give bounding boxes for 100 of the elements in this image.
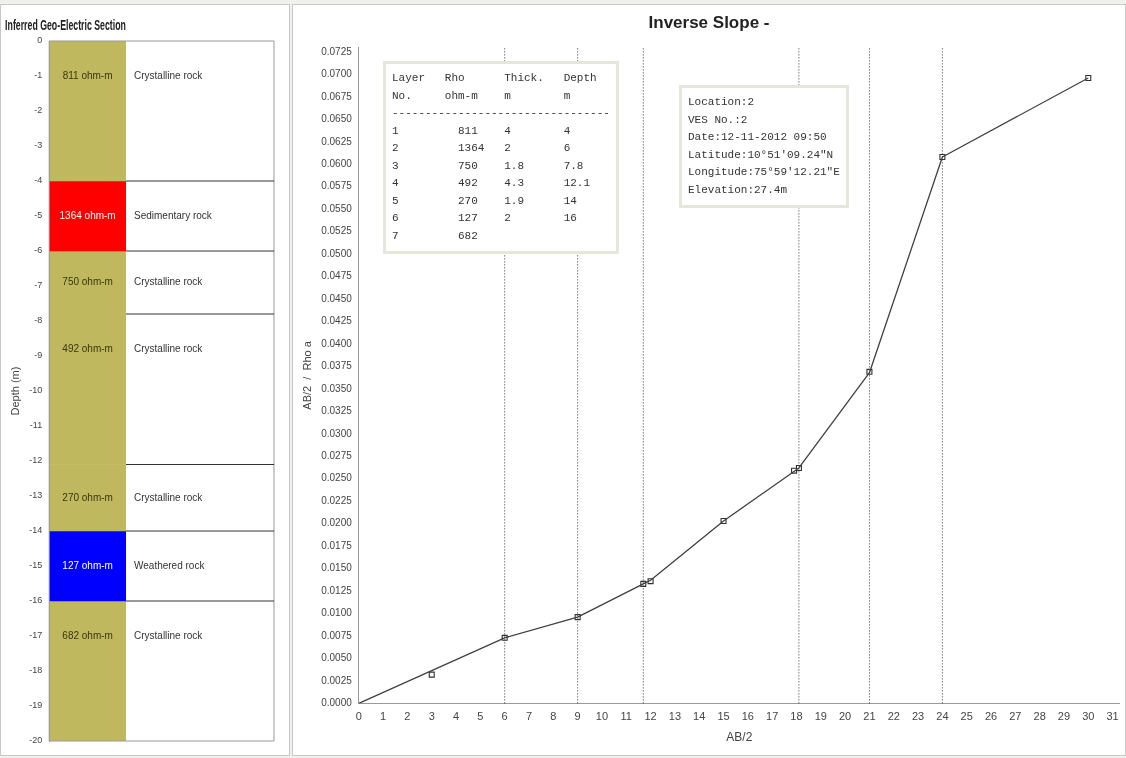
x-tick-label: 11 (620, 710, 632, 723)
y-tick-label: 0.0425 (321, 315, 353, 327)
y-tick-label: 0.0025 (321, 674, 353, 686)
annotation: Location:2 VES No.:2 Date:12-11-2012 09:50 Latitude:10°51'09.24"N Longitude:75°59'12.21"E Elevation:27.4m (679, 85, 849, 208)
y-tick-label: -16 (29, 595, 43, 606)
bar (49, 180, 126, 252)
x-tick-label: 2 (404, 710, 411, 723)
point (939, 154, 946, 161)
x-tick-label: 15 (717, 710, 730, 723)
y-tick-label: -7 (34, 280, 43, 291)
y-tick-label: 0.0325 (321, 405, 353, 417)
chart-title: Inverse Slope - (648, 12, 770, 32)
x-tick-label: 29 (1057, 710, 1071, 723)
x-tick-label: 6 (501, 710, 508, 723)
y-tick-label: 0.0100 (321, 607, 353, 619)
y-tick-label: -10 (29, 385, 43, 396)
y-tick-label: -15 (29, 560, 43, 571)
text: Layer Rho Thick. Depth No. ohm-m m m --------------------------------- 1 811 4 4 2 1364 2 6 3 750 1.8 7.8 4 492 4.3 12.1 5 270 1.9 14 6 127 2 16 7 682 (392, 72, 610, 242)
y-tick-label: 0.0575 (321, 180, 353, 192)
y-tick-label: 0.0525 (321, 225, 353, 237)
x-tick-label: 31 (1106, 710, 1119, 723)
y-tick-label: 0.0250 (321, 472, 353, 484)
bar (49, 600, 126, 741)
point (647, 578, 654, 585)
y-tick-label: 0.0475 (321, 270, 353, 282)
y-tick-label: 0.0625 (321, 135, 353, 147)
point (720, 517, 727, 524)
point (501, 634, 508, 641)
y-tick-label: 0.0450 (321, 292, 353, 304)
y-tick-label: 0.0275 (321, 450, 353, 462)
y-tick-label: -19 (29, 700, 43, 711)
x-tick-label: 16 (741, 710, 754, 723)
series-label: 270 ohm-m (62, 491, 113, 503)
x-tick-label: 3 (428, 710, 435, 723)
x-tick-label: 22 (887, 710, 900, 723)
y-tick-label: -17 (29, 630, 43, 641)
point (640, 580, 647, 587)
x-tick-label: 14 (693, 710, 706, 723)
series-label: 750 ohm-m (62, 276, 113, 288)
y-tick-label: 0.0125 (321, 584, 353, 596)
y-tick-label: -13 (29, 490, 43, 501)
x-tick-label: 7 (525, 710, 533, 723)
x-tick-label: 24 (936, 710, 949, 723)
y-tick-label: 0.0300 (321, 427, 353, 439)
x-tick-label: 0 (355, 710, 362, 723)
x-tick-label: 28 (1033, 710, 1046, 723)
y-tick-label: 0.0175 (321, 539, 353, 551)
y-tick-label: -3 (34, 140, 43, 151)
x-tick-label: 12 (644, 710, 657, 723)
x-tick-label: 18 (790, 710, 803, 723)
series-label: 127 ohm-m (62, 559, 113, 571)
y-tick-label: -4 (34, 175, 43, 186)
x-tick-label: 27 (1009, 710, 1022, 723)
x-tick-label: 21 (863, 710, 876, 723)
x-tick-label: 1 (380, 710, 387, 723)
y-tick-label: 0.0600 (321, 157, 353, 169)
y-tick-label: 0.0200 (321, 517, 353, 529)
y-tick-label: 0.0400 (321, 337, 353, 349)
y-tick-label: 0.0725 (321, 45, 353, 57)
point (866, 368, 873, 375)
series-label: 811 ohm-m (62, 69, 113, 81)
point (574, 614, 581, 621)
x-tick-label: 13 (668, 710, 682, 723)
y-tick-label: -18 (29, 665, 43, 676)
y-tick-label: -11 (29, 420, 43, 431)
point (428, 671, 435, 678)
y-tick-label: -5 (34, 210, 43, 221)
y-tick-label: 0.0650 (321, 113, 353, 125)
y-axis-title: AB/2 / Rho a (300, 340, 313, 410)
text: Crystalline rock (134, 69, 204, 81)
text: Crystalline rock (134, 629, 204, 641)
series-label: 1364 ohm-m (59, 209, 116, 221)
y-tick-label: -6 (34, 245, 43, 256)
chart-title: Inferred Geo-Electric Section (5, 16, 126, 34)
x-tick-label: 20 (839, 710, 852, 723)
series-label: 492 ohm-m (62, 342, 113, 354)
x-tick-label: 23 (911, 710, 925, 723)
y-axis-title: Depth (m) (8, 366, 21, 416)
y-tick-label: 0.0675 (321, 90, 353, 102)
y-tick-label: 0.0550 (321, 202, 353, 214)
y-tick-label: -1 (34, 70, 43, 81)
y-tick-label: 0.0075 (321, 629, 353, 641)
x-axis-title: AB/2 (726, 730, 753, 745)
y-tick-label: 0.0500 (321, 247, 353, 259)
y-tick-label: -8 (34, 315, 43, 326)
x-tick-label: 19 (814, 710, 827, 723)
series-label: 682 ohm-m (62, 629, 113, 641)
x-tick-label: 5 (477, 710, 484, 723)
x-tick-label: 10 (595, 710, 609, 723)
y-tick-label: 0.0225 (321, 494, 353, 506)
x-tick-label: 4 (452, 710, 460, 723)
bar (49, 41, 126, 182)
point (795, 464, 802, 471)
text: Crystalline rock (134, 491, 204, 503)
y-tick-label: 0.0000 (321, 697, 353, 709)
x-tick-label: 26 (984, 710, 998, 723)
point (791, 467, 798, 474)
y-tick-label: -9 (34, 350, 43, 361)
y-tick-label: -20 (29, 735, 43, 746)
x-tick-label: 17 (766, 710, 779, 723)
